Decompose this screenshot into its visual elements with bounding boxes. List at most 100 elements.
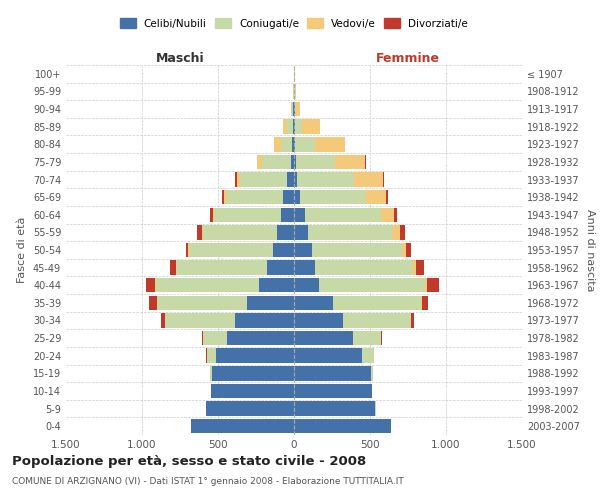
Bar [294, 331, 353, 345]
Bar [296, 102, 301, 117]
Bar [353, 331, 382, 345]
Bar [335, 154, 365, 169]
Bar [262, 154, 291, 169]
Bar [294, 208, 305, 222]
Bar [161, 314, 165, 328]
Bar [295, 137, 315, 152]
Bar [257, 154, 262, 169]
Bar [293, 102, 294, 117]
Bar [425, 278, 427, 292]
Bar [344, 137, 346, 152]
Bar [211, 366, 212, 380]
Bar [281, 137, 292, 152]
Bar [308, 225, 392, 240]
Bar [294, 190, 301, 204]
Bar [176, 260, 268, 275]
Bar [295, 84, 296, 98]
Bar [294, 366, 371, 380]
Bar [362, 348, 374, 363]
Bar [283, 120, 287, 134]
Bar [301, 190, 366, 204]
Legend: Celibi/Nubili, Coniugati/e, Vedovi/e, Divorziati/e: Celibi/Nubili, Coniugati/e, Vedovi/e, Di… [120, 18, 468, 28]
Bar [291, 102, 292, 117]
Y-axis label: Fasce di età: Fasce di età [17, 217, 27, 283]
Bar [155, 278, 259, 292]
Bar [353, 172, 383, 186]
Bar [294, 137, 295, 152]
Bar [209, 208, 213, 222]
Bar [273, 243, 294, 257]
Bar [294, 102, 295, 117]
Bar [366, 190, 386, 204]
Bar [165, 314, 235, 328]
Bar [371, 366, 373, 380]
Bar [421, 296, 422, 310]
Bar [302, 120, 320, 134]
Bar [294, 278, 319, 292]
Bar [259, 278, 294, 292]
Bar [203, 225, 277, 240]
Bar [170, 260, 176, 275]
Bar [214, 208, 281, 222]
Bar [294, 348, 362, 363]
Bar [416, 260, 424, 275]
Bar [226, 190, 283, 204]
Bar [211, 384, 294, 398]
Text: Maschi: Maschi [155, 52, 205, 65]
Bar [394, 208, 397, 222]
Bar [294, 314, 343, 328]
Bar [294, 402, 376, 416]
Bar [222, 190, 224, 204]
Bar [217, 348, 294, 363]
Bar [365, 154, 366, 169]
Bar [268, 260, 294, 275]
Bar [413, 260, 416, 275]
Bar [281, 208, 294, 222]
Bar [380, 208, 394, 222]
Bar [294, 260, 315, 275]
Bar [401, 243, 406, 257]
Bar [296, 154, 335, 169]
Bar [343, 314, 411, 328]
Bar [293, 120, 294, 134]
Bar [383, 172, 385, 186]
Bar [412, 314, 414, 328]
Bar [291, 154, 294, 169]
Bar [292, 102, 293, 117]
Bar [294, 225, 308, 240]
Bar [287, 120, 293, 134]
Bar [203, 331, 227, 345]
Bar [392, 225, 400, 240]
Bar [191, 419, 294, 434]
Bar [212, 366, 294, 380]
Bar [213, 208, 214, 222]
Bar [333, 296, 421, 310]
Text: Femmine: Femmine [376, 52, 440, 65]
Bar [157, 296, 247, 310]
Bar [422, 296, 428, 310]
Bar [298, 172, 353, 186]
Bar [292, 137, 294, 152]
Bar [277, 225, 294, 240]
Bar [371, 384, 372, 398]
Bar [305, 208, 380, 222]
Bar [188, 243, 189, 257]
Bar [312, 243, 401, 257]
Bar [202, 225, 203, 240]
Bar [274, 137, 281, 152]
Bar [319, 278, 425, 292]
Bar [185, 243, 188, 257]
Bar [294, 154, 296, 169]
Bar [236, 172, 240, 186]
Bar [224, 190, 226, 204]
Bar [202, 331, 203, 345]
Text: Popolazione per età, sesso e stato civile - 2008: Popolazione per età, sesso e stato civil… [12, 455, 366, 468]
Bar [189, 243, 273, 257]
Y-axis label: Anni di nascita: Anni di nascita [585, 209, 595, 291]
Bar [294, 296, 333, 310]
Bar [240, 172, 287, 186]
Bar [294, 419, 391, 434]
Bar [197, 225, 202, 240]
Bar [400, 225, 405, 240]
Bar [406, 243, 411, 257]
